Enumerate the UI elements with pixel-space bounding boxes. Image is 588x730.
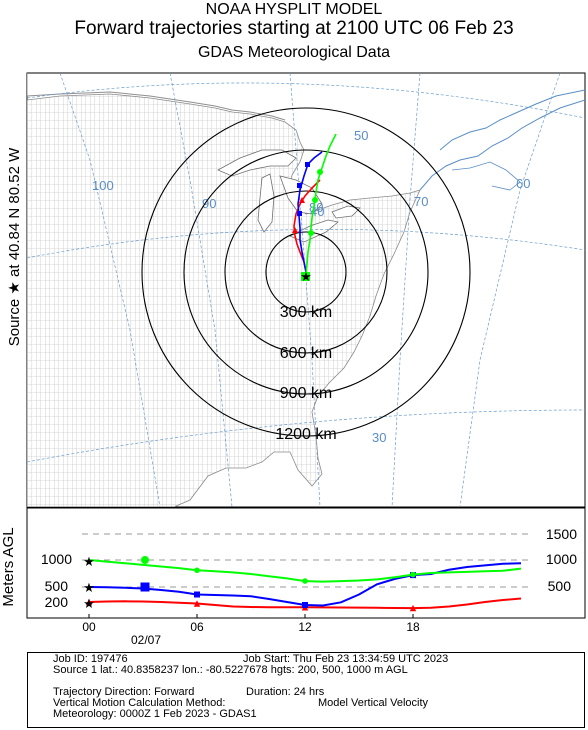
source-latlon: Source 1 lat.: 40.8358237 lon.: -80.5227… — [53, 664, 408, 676]
lon-label-70: 70 — [414, 194, 428, 209]
lon-label-60: 60 — [516, 176, 530, 191]
source-star: ★ — [300, 269, 312, 284]
red-marker-6h — [292, 227, 298, 233]
range-ring-300km — [265, 231, 347, 313]
northeast-coast — [419, 99, 585, 191]
lake-superior — [217, 149, 297, 177]
green-marker-12h — [312, 197, 318, 203]
trajectory-title: Forward trajectories starting at 2100 UT… — [74, 18, 514, 39]
gulf-st-lawrence — [451, 161, 521, 191]
vertical-motion-value: Model Vertical Velocity — [318, 697, 429, 709]
range-ring-600km — [224, 190, 388, 354]
range-label-1200km: 1200 km — [275, 426, 336, 443]
range-label-300km: 300 km — [280, 304, 332, 321]
green-marker-6h — [308, 230, 314, 236]
duration: Duration: 24 hrs — [246, 686, 325, 698]
range-ring-900km — [183, 149, 429, 395]
met-data-title: GDAS Meteorological Data — [197, 44, 391, 61]
blue-marker-6h — [297, 211, 302, 216]
lake-huron — [279, 175, 323, 215]
blue-marker-18h — [305, 162, 310, 167]
range-label-600km: 600 km — [280, 345, 332, 362]
vertical-motion-label: Vertical Motion Calculation Method: — [53, 697, 226, 709]
lake-erie — [289, 219, 339, 243]
model-title: NOAA HYSPLIT MODEL — [205, 1, 383, 18]
lat-label-30: 30 — [372, 430, 386, 445]
lon-label-90: 90 — [202, 196, 216, 211]
lake-ontario — [331, 205, 361, 219]
blue-marker-12h — [297, 183, 302, 188]
us-land — [27, 93, 421, 507]
job-info-panel: Job ID: 197476 Job Start: Thu Feb 23 13:… — [27, 652, 585, 728]
red-marker-12h — [299, 197, 305, 203]
source-green-square — [301, 272, 310, 281]
trajectory-1000m-green — [305, 133, 337, 276]
trajectory-direction: Trajectory Direction: Forward — [53, 686, 195, 698]
lake-michigan — [257, 173, 275, 233]
green-marker-18h — [317, 169, 323, 175]
trajectory-200m-red — [293, 179, 321, 273]
range-label-900km: 900 km — [280, 385, 332, 402]
canada-outline — [27, 73, 286, 121]
lon-label-100: 100 — [92, 178, 114, 193]
job-start: Job Start: Thu Feb 23 13:34:59 UTC 2023 — [243, 653, 449, 665]
meteorology: Meteorology: 0000Z 1 Feb 2023 - GDAS1 — [53, 708, 257, 720]
maritimes-coast — [439, 89, 585, 151]
range-ring-1200km — [141, 107, 471, 437]
lat-label-50: 50 — [354, 128, 368, 143]
job-id: Job ID: 197476 — [53, 653, 128, 665]
